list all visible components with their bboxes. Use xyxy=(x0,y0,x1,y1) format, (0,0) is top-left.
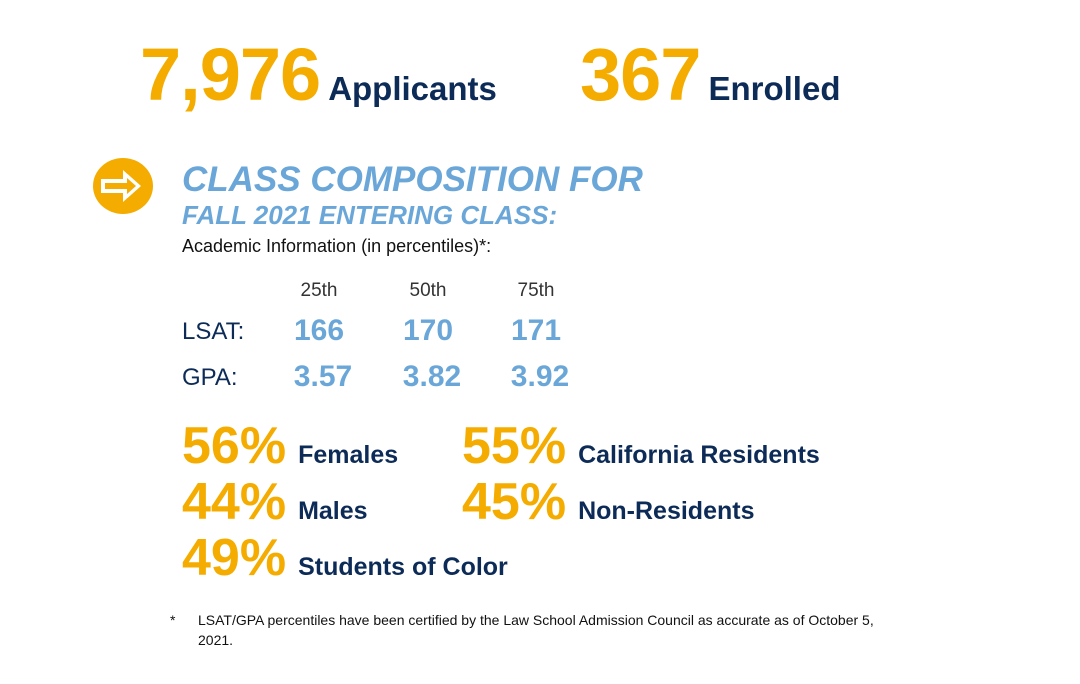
females-stat: 56% Females xyxy=(182,420,398,472)
males-percent: 44% xyxy=(182,473,287,531)
footnote: * LSAT/GPA percentiles have been certifi… xyxy=(170,610,890,651)
column-header-75th: 75th xyxy=(517,280,555,301)
column-header-25th: 25th xyxy=(300,280,338,301)
males-stat: 44% Males xyxy=(182,476,368,528)
students-of-color-label: Students of Color xyxy=(298,553,508,581)
academic-info-label: Academic Information (in percentiles)*: xyxy=(182,236,492,256)
applicants-stat: 7,976 Applicants xyxy=(140,38,497,112)
enrolled-number: 367 xyxy=(580,33,701,116)
gpa-25th-value: 3.57 xyxy=(293,360,353,393)
non-residents-stat: 45% Non-Residents xyxy=(462,476,754,528)
footnote-marker: * xyxy=(170,612,176,628)
california-residents-stat: 55% California Residents xyxy=(462,420,820,472)
non-residents-label: Non-Residents xyxy=(578,497,755,525)
lsat-25th-value: 166 xyxy=(293,314,345,347)
composition-subtitle: FALL 2021 ENTERING CLASS: xyxy=(182,200,558,230)
females-percent: 56% xyxy=(182,417,287,475)
non-residents-percent: 45% xyxy=(462,473,567,531)
lsat-75th-value: 171 xyxy=(510,314,562,347)
california-residents-label: California Residents xyxy=(578,441,820,469)
females-label: Females xyxy=(298,441,399,469)
males-label: Males xyxy=(298,497,368,525)
composition-title: CLASS COMPOSITION FOR xyxy=(182,160,643,199)
lsat-50th-value: 170 xyxy=(402,314,454,347)
students-of-color-stat: 49% Students of Color xyxy=(182,532,508,584)
row-label-lsat: LSAT: xyxy=(182,318,245,345)
enrolled-stat: 367 Enrolled xyxy=(580,38,841,112)
gpa-75th-value: 3.92 xyxy=(510,360,570,393)
column-header-50th: 50th xyxy=(409,280,447,301)
row-label-gpa: GPA: xyxy=(182,364,238,391)
gpa-50th-value: 3.82 xyxy=(402,360,462,393)
applicants-number: 7,976 xyxy=(140,33,321,116)
california-residents-percent: 55% xyxy=(462,417,567,475)
footnote-text: LSAT/GPA percentiles have been certified… xyxy=(198,612,874,649)
students-of-color-percent: 49% xyxy=(182,529,287,587)
applicants-label: Applicants xyxy=(328,70,497,107)
arrow-right-circle-icon xyxy=(93,158,153,214)
enrolled-label: Enrolled xyxy=(708,70,841,107)
